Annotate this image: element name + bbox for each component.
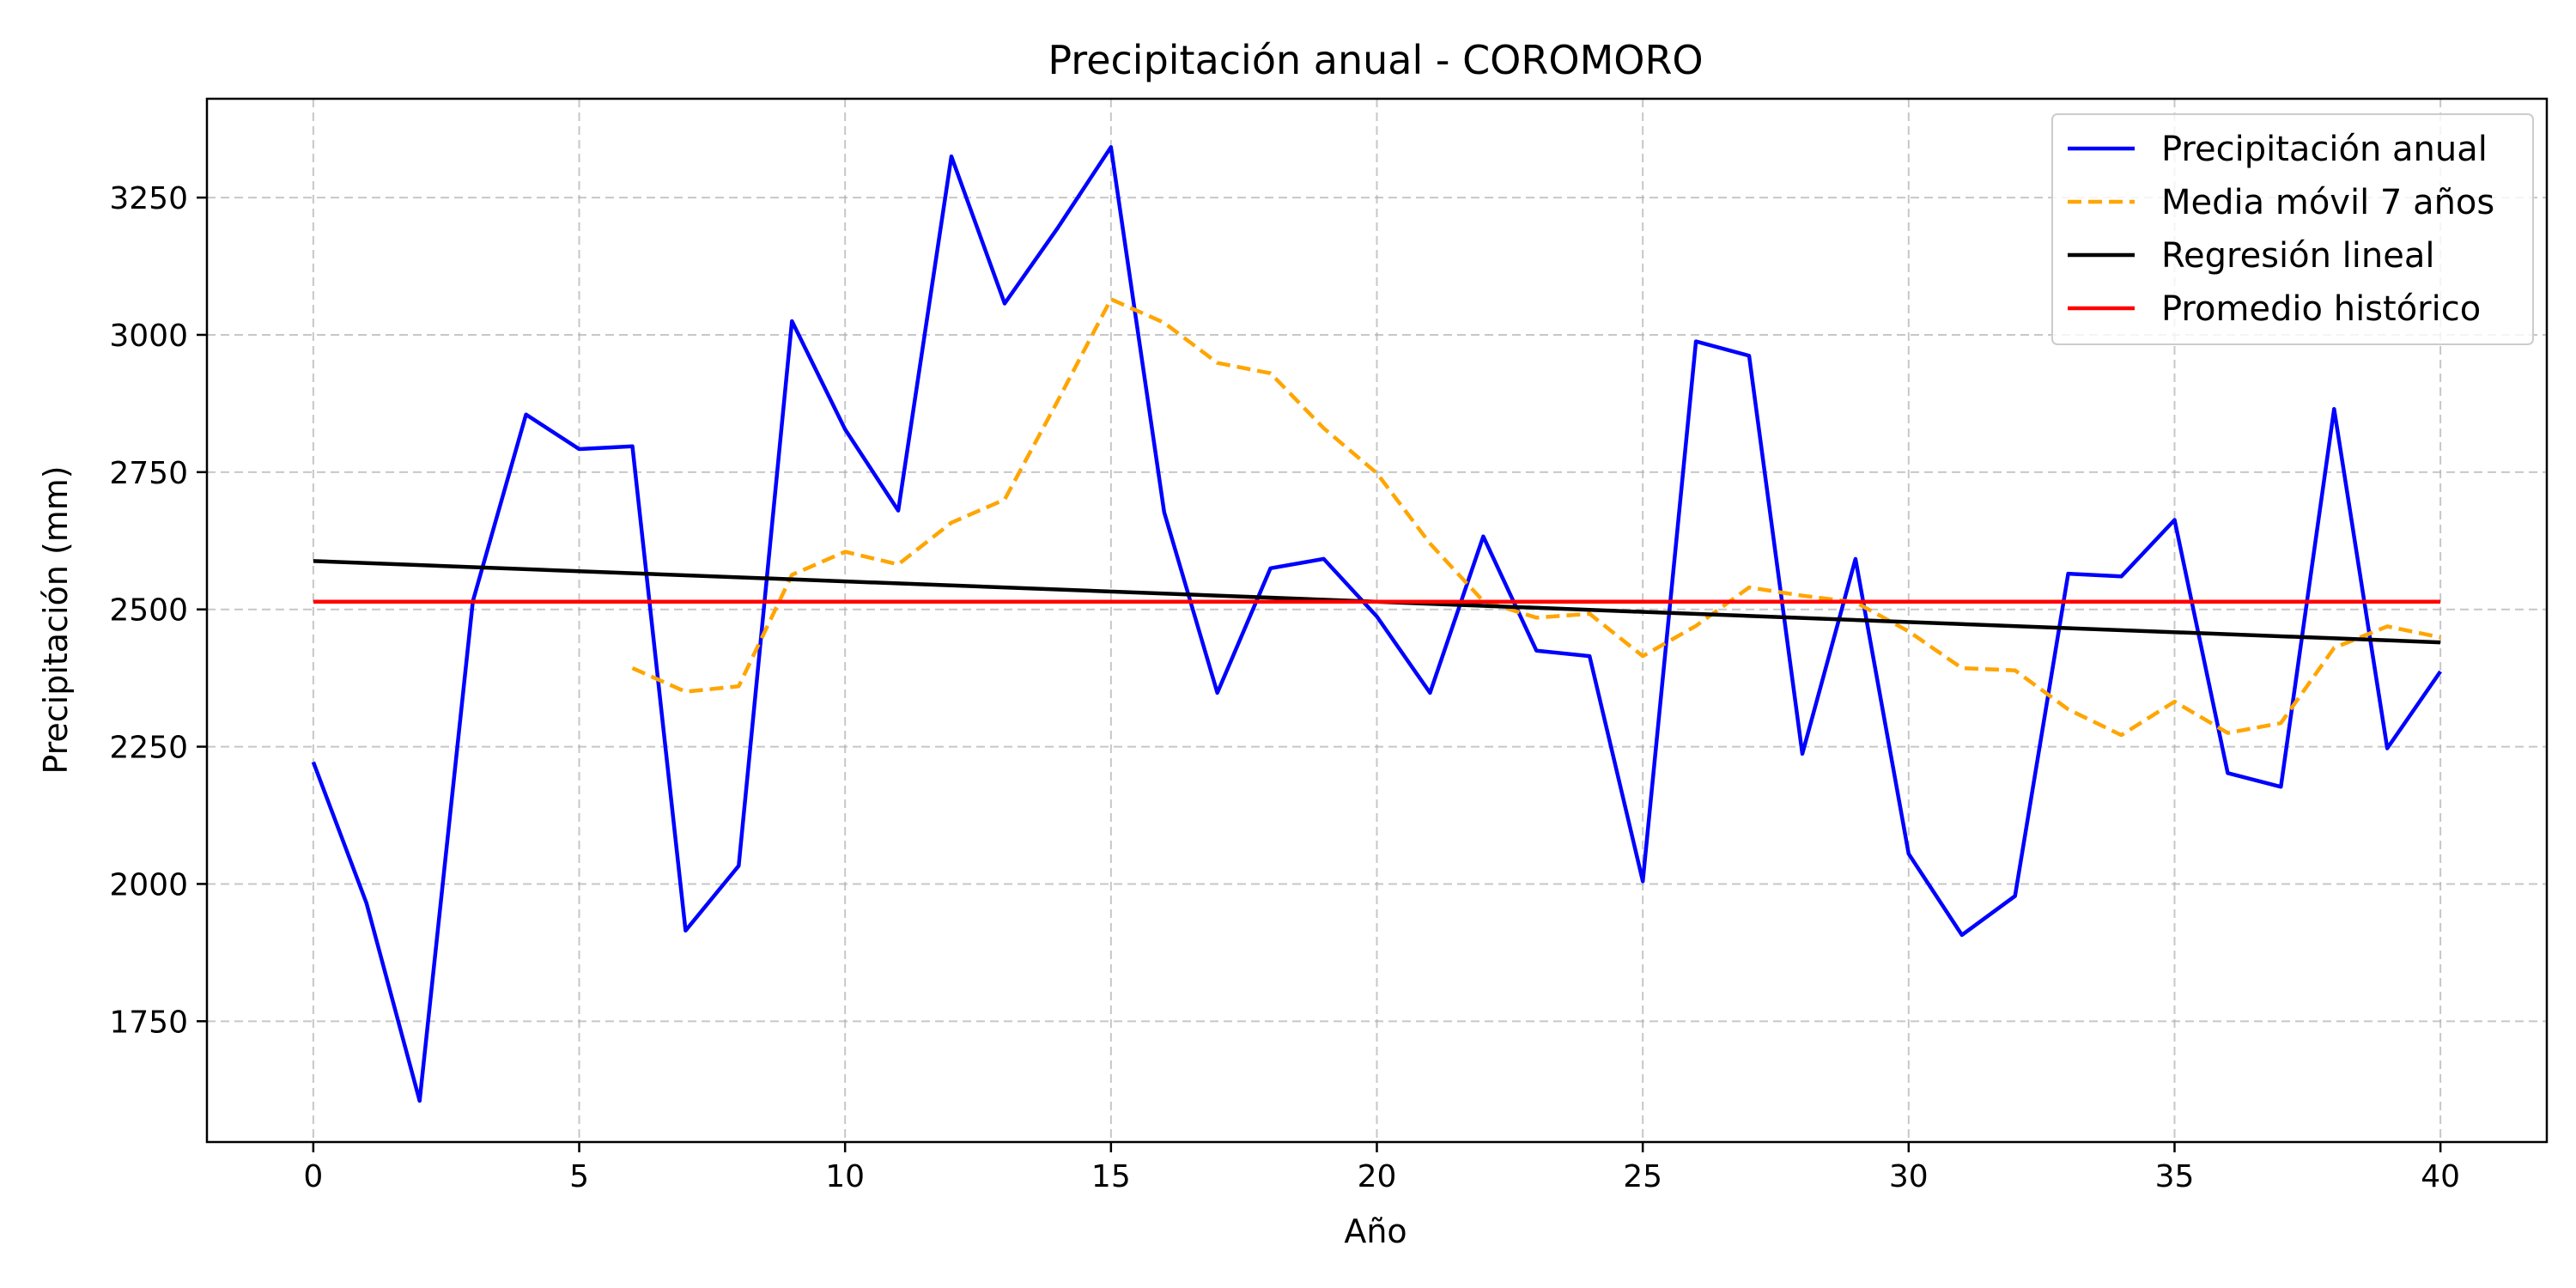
x-tick-label: 20 xyxy=(1358,1159,1397,1194)
x-tick-label: 10 xyxy=(825,1159,865,1194)
legend-label-media-movil-7-anos: Media móvil 7 años xyxy=(2161,183,2494,222)
x-tick-label: 35 xyxy=(2155,1159,2195,1194)
plot-frame xyxy=(205,97,2549,1144)
series-line-media-movil-7-anos xyxy=(631,297,2441,738)
y-tick-label: 2750 xyxy=(109,456,188,491)
y-tick-label: 2500 xyxy=(109,593,188,629)
legend-label-regresion-lineal: Regresión lineal xyxy=(2161,236,2434,276)
x-tick-label: 30 xyxy=(1889,1159,1929,1194)
x-tick-label: 40 xyxy=(2421,1159,2460,1194)
y-tick-label: 1750 xyxy=(109,1005,188,1040)
series-lines xyxy=(311,145,2442,1103)
grid-lines xyxy=(207,99,2547,1142)
x-tick-label: 25 xyxy=(1623,1159,1662,1194)
legend: Precipitación anual Media móvil 7 años Reg… xyxy=(2051,113,2534,345)
x-axis-label: Año xyxy=(1344,1212,1406,1250)
y-tick-label: 3250 xyxy=(109,181,188,216)
x-tick-label: 15 xyxy=(1091,1159,1131,1194)
y-axis-label: Precipitación (mm) xyxy=(37,465,75,774)
x-tick-label: 5 xyxy=(569,1159,589,1194)
legend-label-precipitacion-anual: Precipitación anual xyxy=(2161,130,2488,169)
x-tick-label: 0 xyxy=(303,1159,323,1194)
legend-label-promedio-historico: Promedio histórico xyxy=(2161,289,2481,329)
y-tick-label: 2250 xyxy=(109,731,188,766)
legend-box xyxy=(2051,113,2534,345)
chart-title: Precipitación anual - COROMORO xyxy=(1048,37,1703,83)
series-line-precipitacion-anual xyxy=(311,145,2442,1103)
y-tick-label: 3000 xyxy=(109,319,188,354)
axis-ticks: 0 5 10 15 20 25 30 35 40 1750 2000 2250 2500 2750 3000… xyxy=(109,181,2460,1194)
y-tick-label: 2000 xyxy=(109,867,188,902)
